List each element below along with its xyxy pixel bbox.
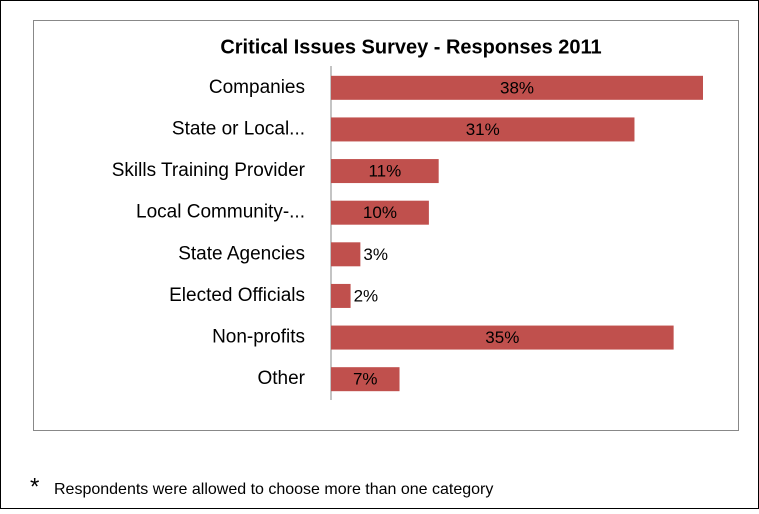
category-label: State Agencies: [178, 243, 305, 264]
bar: [331, 242, 361, 267]
category-label: Companies: [209, 77, 305, 98]
footnote-text: Respondents were allowed to choose more …: [54, 481, 493, 498]
value-label: 2%: [354, 286, 379, 305]
value-label: 10%: [363, 203, 397, 222]
category-label: Non-profits: [212, 327, 305, 348]
bar: [331, 200, 429, 225]
footnote-symbol: *: [30, 473, 39, 500]
category-label: Other: [257, 368, 305, 389]
category-label: Elected Officials: [169, 285, 305, 306]
category-label: Local Community-...: [136, 202, 305, 223]
value-label: 38%: [500, 78, 534, 97]
category-label: Skills Training Provider: [112, 160, 306, 181]
value-label: 35%: [485, 328, 519, 347]
bar: [331, 117, 635, 142]
bar: [331, 75, 703, 100]
bar: [331, 283, 351, 308]
category-label: State or Local...: [172, 118, 305, 139]
value-label: 3%: [363, 245, 388, 264]
bar: [331, 367, 400, 392]
bar: [331, 159, 439, 184]
value-label: 7%: [353, 370, 378, 389]
value-label: 31%: [466, 120, 500, 139]
value-label: 11%: [368, 162, 401, 181]
chart-title: Critical Issues Survey - Responses 2011: [220, 36, 601, 58]
bar: [331, 325, 674, 350]
